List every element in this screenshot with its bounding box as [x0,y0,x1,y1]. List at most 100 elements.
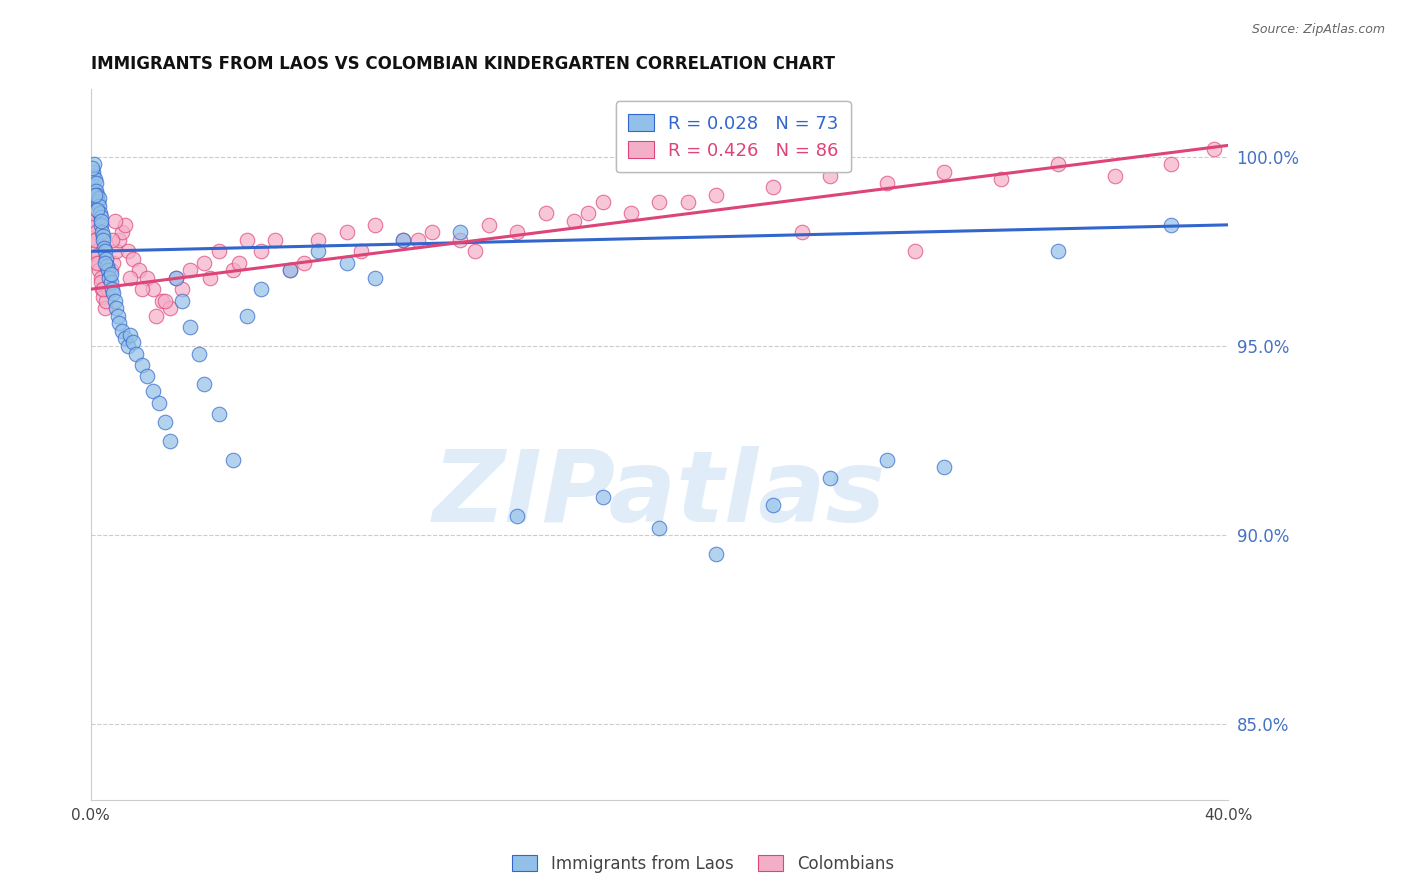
Point [264,233,287,247]
Point [704,547,727,561]
Point [1104,169,1126,183]
Point [101,282,124,296]
Point [90,275,112,289]
Point [207,244,229,259]
Point [131,358,153,372]
Point [250,282,273,296]
Point [100,267,122,281]
Point [307,244,329,259]
Point [98,270,121,285]
Point [125,346,148,360]
Point [82,195,104,210]
Point [592,195,614,210]
Point [86,187,108,202]
Point [90,211,112,225]
Point [136,270,159,285]
Point [108,233,131,247]
Point [464,244,486,259]
Point [89,263,111,277]
Point [932,460,955,475]
Point [818,471,841,485]
Point [117,244,139,259]
Point [94,255,117,269]
Point [170,293,193,308]
Point [153,415,176,429]
Point [179,263,201,277]
Point [648,521,671,535]
Point [104,214,127,228]
Point [704,187,727,202]
Point [83,218,105,232]
Point [762,180,785,194]
Point [82,169,104,183]
Text: IMMIGRANTS FROM LAOS VS COLOMBIAN KINDERGARTEN CORRELATION CHART: IMMIGRANTS FROM LAOS VS COLOMBIAN KINDER… [90,55,835,73]
Point [83,157,105,171]
Point [87,195,110,210]
Point [307,233,329,247]
Point [100,275,122,289]
Point [150,293,173,308]
Point [97,282,120,296]
Point [90,218,112,232]
Text: ZIPatlas: ZIPatlas [433,446,886,542]
Point [86,255,108,269]
Point [86,244,108,259]
Point [198,270,221,285]
Point [170,282,193,296]
Point [83,214,105,228]
Point [96,260,118,274]
Point [94,301,117,315]
Point [100,263,122,277]
Point [87,191,110,205]
Point [91,282,114,296]
Point [364,218,387,232]
Point [111,226,134,240]
Point [90,270,112,285]
Point [117,339,139,353]
Legend: R = 0.028   N = 73, R = 0.426   N = 86: R = 0.028 N = 73, R = 0.426 N = 86 [616,101,851,172]
Point [93,233,115,247]
Point [506,226,529,240]
Point [228,255,250,269]
Point [207,407,229,421]
Point [222,452,245,467]
Point [876,176,898,190]
Point [82,206,104,220]
Point [101,233,124,247]
Point [406,233,429,247]
Point [278,263,301,277]
Point [350,244,373,259]
Point [89,199,111,213]
Point [83,187,105,202]
Point [84,233,107,247]
Point [103,285,125,300]
Point [648,195,671,210]
Point [222,263,245,277]
Point [104,293,127,308]
Point [82,206,104,220]
Point [122,252,145,266]
Point [98,270,121,285]
Point [392,233,415,247]
Point [87,248,110,262]
Point [96,252,118,266]
Point [534,206,557,220]
Point [83,233,105,247]
Point [122,335,145,350]
Point [111,324,134,338]
Point [449,233,471,247]
Point [105,244,128,259]
Point [114,218,136,232]
Point [336,226,359,240]
Point [506,509,529,524]
Point [193,376,215,391]
Point [236,233,259,247]
Point [142,282,165,296]
Point [96,293,118,308]
Point [1160,157,1182,171]
Point [91,226,114,240]
Point [153,293,176,308]
Point [86,202,108,217]
Point [91,229,114,244]
Point [159,434,181,448]
